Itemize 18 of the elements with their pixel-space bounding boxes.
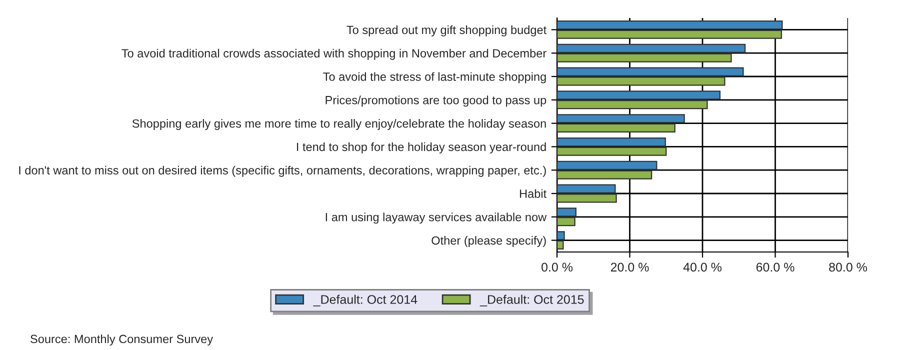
legend-label: _Default: Oct 2015 [480, 294, 584, 306]
legend-label: _Default: Oct 2014 [313, 294, 418, 306]
y-tick-label: I tend to shop for the holiday season year-round [296, 142, 546, 154]
x-tick-label: 20.0 % [610, 262, 649, 272]
y-tick-label: I am using layaway services available now [326, 212, 547, 224]
y-tick-label: To avoid the stress of last-minute shopping [323, 72, 546, 84]
source-note: Source: Monthly Consumer Survey [30, 334, 214, 346]
y-tick-label: To avoid traditional crowds associated with shopping in November and December [122, 48, 546, 60]
y-tick-label: I don't want to miss out on desired items (specific gifts, ornaments, decorations, wrapping paper, etc.) [19, 166, 546, 177]
y-tick-label: Prices/promotions are too good to pass up [326, 96, 546, 107]
x-tick-label: 60.0 % [756, 262, 794, 272]
y-tick-label: To spread out my gift shopping budget [346, 25, 547, 36]
y-tick-label: Shopping early gives me more time to really enjoy/celebrate the holiday season [132, 119, 546, 130]
x-tick-label: 40.0 % [683, 262, 722, 272]
x-tick-label: 0.0 % [542, 262, 573, 272]
y-tick-label: Habit [520, 189, 546, 198]
y-tick-label: Other (please specify) [432, 236, 546, 248]
x-tick-label: 80.0 % [829, 262, 868, 272]
